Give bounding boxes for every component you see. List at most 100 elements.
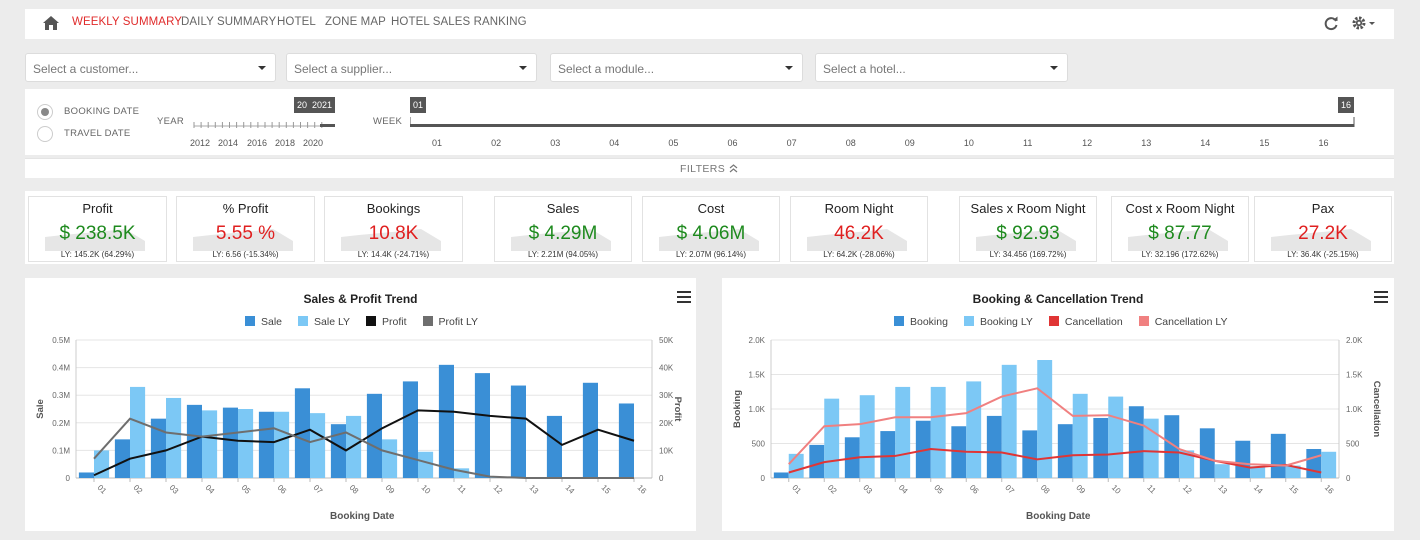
bar-booking[interactable] [1306,449,1322,478]
legend-item[interactable]: Profit [366,316,407,328]
kpi-title: Sales x Room Night [970,201,1086,216]
tab-daily-summary[interactable]: DAILY SUMMARY [181,16,277,28]
bar-booking[interactable] [1093,417,1109,478]
legend-item[interactable]: Sale [245,316,282,328]
bar-sale-ly[interactable] [238,409,254,478]
bar-sale-ly[interactable] [382,439,398,478]
bar-booking-ly[interactable] [1321,451,1337,478]
bar-sale[interactable] [582,382,598,478]
bar-booking-ly[interactable] [1037,360,1053,478]
kpi-last-year: LY: 32.196 (172.62%) [1141,250,1219,259]
bar-booking-ly[interactable] [895,386,911,478]
filters-toggle-bar[interactable]: FILTERS [25,158,1394,178]
tab-hotel-sales-ranking[interactable]: HOTEL SALES RANKING [391,16,527,28]
year-start-handle[interactable]: 20 [294,97,311,113]
legend-item[interactable]: Cancellation LY [1138,316,1227,328]
supplier-select[interactable]: Select a supplier... [286,53,537,82]
y-tick-label: 1.5K [749,371,766,380]
bar-sale-ly[interactable] [202,410,218,478]
home-icon[interactable] [43,16,59,30]
bar-booking[interactable] [1022,430,1038,478]
bar-booking-ly[interactable] [859,395,875,478]
bar-sale[interactable] [222,407,238,478]
week-end-handle[interactable]: 16 [1338,97,1355,113]
chart-menu-icon[interactable] [1374,291,1388,303]
bar-booking-ly[interactable] [1001,364,1017,478]
bar-booking[interactable] [986,415,1002,478]
bar-booking[interactable] [1057,424,1073,478]
kpi-value: $ 4.06M [676,223,746,244]
bar-booking-ly[interactable] [1250,466,1266,478]
bar-sale-ly[interactable] [274,411,290,478]
bar-booking[interactable] [773,472,789,478]
bar-sale[interactable] [474,373,490,478]
bar-sale[interactable] [438,364,454,478]
line-profit-ly[interactable] [93,417,634,479]
bar-booking[interactable] [915,420,931,478]
bar-booking[interactable] [880,431,896,478]
refresh-icon[interactable] [1323,15,1339,31]
bar-booking-ly[interactable] [1179,450,1195,478]
bar-sale-ly[interactable] [418,451,434,478]
bar-booking-ly[interactable] [824,398,840,478]
bar-sale[interactable] [150,418,166,478]
radio-booking-date[interactable] [37,104,53,120]
tab-weekly-summary[interactable]: WEEKLY SUMMARY [72,16,183,28]
line-cancellation-ly[interactable] [788,387,1322,467]
bar-sale-ly[interactable] [346,415,362,478]
legend-item[interactable]: Booking LY [963,316,1033,328]
line-cancellation[interactable] [788,448,1322,474]
tab-zone-map[interactable]: ZONE MAP [325,16,386,28]
bar-sale[interactable] [618,403,634,478]
bar-booking[interactable] [1199,428,1215,478]
line-profit[interactable] [93,409,635,477]
hotel-select[interactable]: Select a hotel... [815,53,1068,82]
y2-tick-label: 10K [659,446,674,455]
legend-item[interactable]: Booking [894,316,948,328]
bar-sale[interactable] [186,404,202,478]
bar-sale[interactable] [258,411,274,478]
bar-booking-ly[interactable] [966,381,982,478]
bar-sale-ly[interactable] [454,468,470,478]
bar-sale[interactable] [510,385,526,478]
bar-booking[interactable] [1270,433,1286,478]
bar-booking[interactable] [1164,415,1180,478]
bar-booking[interactable] [1235,440,1251,478]
legend-item[interactable]: Sale LY [298,316,350,328]
year-end-handle[interactable]: 2021 [309,97,336,113]
x-tick-label: 01 [790,483,803,496]
chart-menu-icon[interactable] [677,291,691,303]
bar-sale[interactable] [330,424,346,478]
week-start-handle[interactable]: 01 [410,97,427,113]
customer-select[interactable]: Select a customer... [25,53,276,82]
bar-sale[interactable] [114,439,130,478]
bar-sale-ly[interactable] [310,413,326,478]
bar-booking[interactable] [1128,406,1144,478]
year-slider-track[interactable] [190,114,340,134]
bar-sale[interactable] [78,472,94,478]
y-tick-label: 0.5M [52,336,70,345]
bar-booking[interactable] [809,444,825,478]
legend-swatch [963,316,974,326]
bar-booking-ly[interactable] [1285,465,1301,478]
bar-sale-ly[interactable] [130,386,146,478]
bar-sale[interactable] [402,381,418,478]
bar-booking-ly[interactable] [1072,393,1088,478]
y-tick-label: 0.2M [52,419,70,428]
x-tick-label: 13 [528,483,541,496]
bar-booking-ly[interactable] [1214,464,1230,478]
week-slider-track[interactable] [410,115,1356,131]
kpi-value: $ 238.5K [59,223,136,244]
legend-item[interactable]: Profit LY [422,316,478,328]
bar-sale[interactable] [366,393,382,478]
bar-booking-ly[interactable] [930,386,946,478]
x-tick-label: 07 [1003,483,1016,496]
bar-sale-ly[interactable] [166,397,182,478]
bar-booking-ly[interactable] [1108,396,1124,478]
gear-icon[interactable] [1351,15,1377,31]
tab-hotel[interactable]: HOTEL [277,16,316,28]
module-select[interactable]: Select a module... [550,53,803,82]
bar-sale[interactable] [546,415,562,478]
radio-travel-date[interactable] [37,126,53,142]
legend-item[interactable]: Cancellation [1048,316,1123,328]
